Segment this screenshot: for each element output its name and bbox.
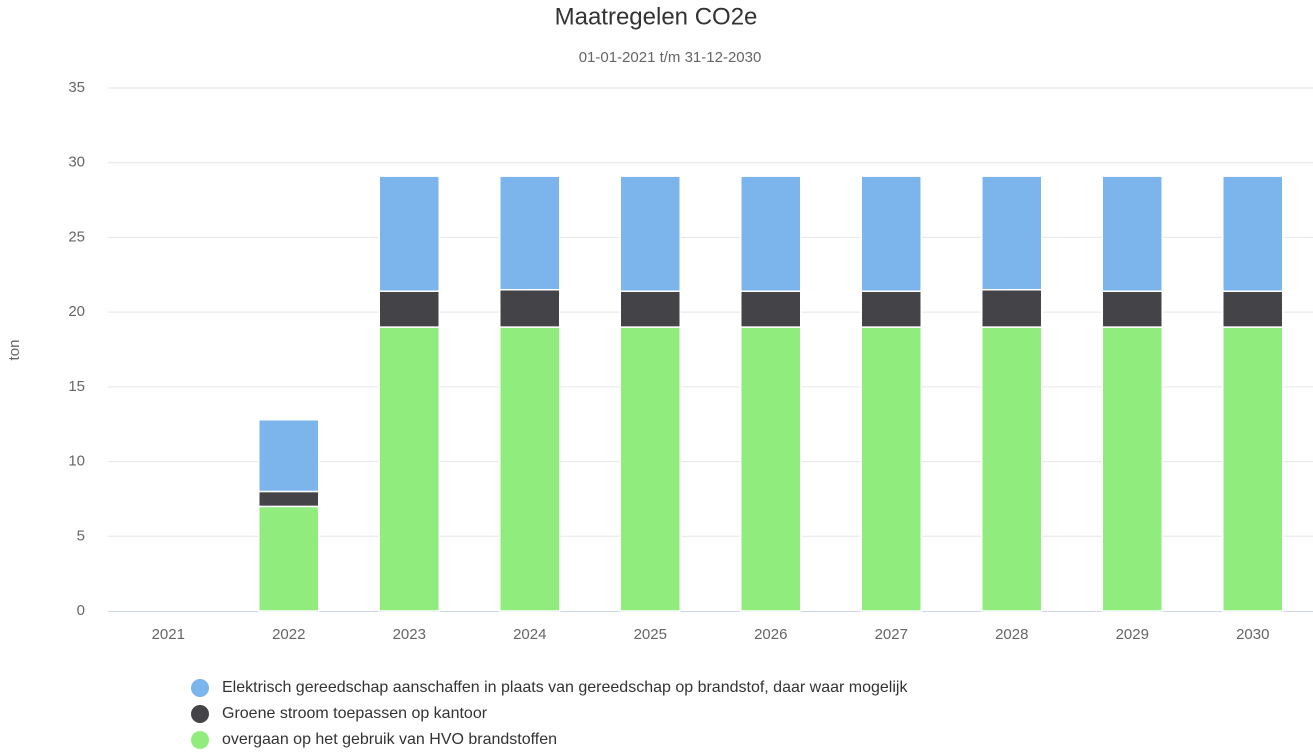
bar-segment: [499, 288, 561, 328]
bar-segment: [860, 175, 922, 292]
bar-segment: [1101, 326, 1163, 612]
x-tick-label: 2028: [995, 626, 1028, 643]
bar-segment: [499, 175, 561, 291]
bar-segment: [619, 175, 681, 292]
chart-subtitle: 01-01-2021 t/m 31-12-2030: [579, 49, 762, 66]
x-tick-label: 2021: [152, 626, 185, 643]
bar-segment: [1222, 326, 1284, 612]
y-tick-label: 5: [77, 527, 85, 544]
bar-segment: [499, 326, 561, 612]
x-tick-label: 2023: [393, 626, 426, 643]
legend-marker: [191, 731, 209, 749]
x-tick-label: 2029: [1116, 626, 1149, 643]
bar-segment: [740, 290, 802, 328]
y-axis-label: ton: [6, 340, 23, 361]
x-tick-label: 2025: [634, 626, 667, 643]
y-tick-label: 35: [68, 79, 85, 96]
bar-segment: [981, 326, 1043, 612]
x-tick-label: 2024: [513, 626, 546, 643]
y-tick-label: 0: [77, 602, 85, 619]
bar-segment: [1222, 290, 1284, 328]
bar-segment: [378, 326, 440, 612]
bar-segment: [740, 175, 802, 292]
bar-segment: [1101, 175, 1163, 292]
x-tick-label: 2022: [272, 626, 305, 643]
y-tick-label: 25: [68, 228, 85, 245]
bar-segment: [740, 326, 802, 612]
legend-label: overgaan op het gebruik van HVO brandsto…: [222, 731, 557, 748]
y-tick-label: 10: [68, 453, 85, 470]
legend-label: Elektrisch gereedschap aanschaffen in pl…: [222, 679, 908, 696]
chart-title: Maatregelen CO2e: [555, 3, 758, 30]
y-tick-label: 20: [68, 303, 85, 320]
bar-segment: [258, 490, 320, 508]
bar-segment: [1101, 290, 1163, 328]
bar-segment: [258, 505, 320, 612]
x-tick-label: 2030: [1236, 626, 1269, 643]
x-tick-label: 2027: [875, 626, 908, 643]
bar-segment: [619, 290, 681, 328]
legend-label: Groene stroom toepassen op kantoor: [222, 705, 488, 722]
bar-segment: [378, 175, 440, 292]
legend-marker: [191, 679, 209, 697]
y-tick-label: 30: [68, 154, 85, 171]
bar-segment: [619, 326, 681, 612]
bar-segment: [860, 290, 922, 328]
y-tick-label: 15: [68, 378, 85, 395]
legend-marker: [191, 705, 209, 723]
bar-segment: [258, 418, 320, 493]
x-tick-label: 2026: [754, 626, 787, 643]
bar-segment: [981, 175, 1043, 291]
bar-segment: [1222, 175, 1284, 292]
bar-segment: [981, 288, 1043, 328]
bar-segment: [378, 290, 440, 328]
bar-segment: [860, 326, 922, 612]
